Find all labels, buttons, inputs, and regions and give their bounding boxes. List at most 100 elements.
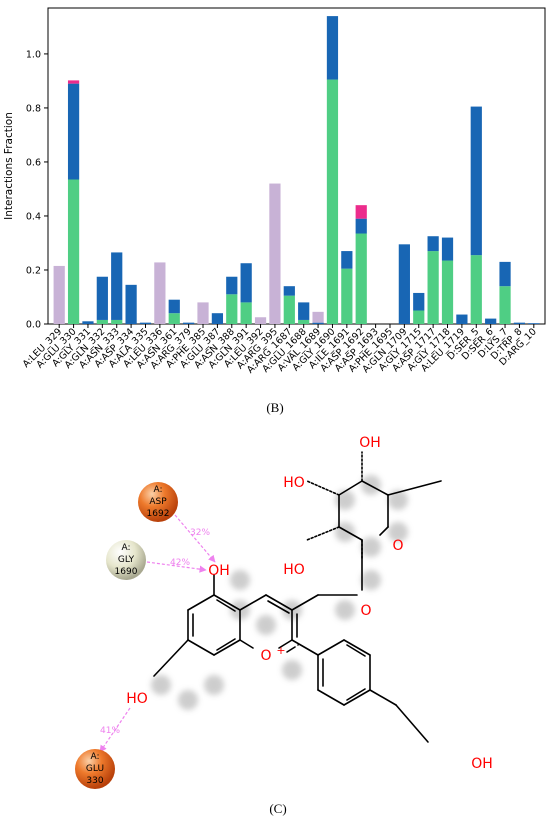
atom-o-glycosidic: O: [360, 603, 371, 619]
y-tick-label: 0.4: [26, 211, 41, 222]
bar-hydrophobic-5: [125, 284, 137, 324]
bar-hydrophobic-33: [528, 323, 540, 324]
y-tick-label: 0.8: [26, 103, 41, 114]
residue-sphere-glu330: [75, 749, 115, 789]
bar-h-bonds-29: [470, 255, 482, 324]
atom-o-plus-charge: +: [276, 644, 285, 657]
interactions-bar-chart: 0.0 0.2 0.4 0.6 0.8 1.0 A:LEU_329A:GLU_330A:G…: [3, 7, 546, 376]
atom-o-ring: O: [392, 538, 403, 554]
bar-hydrophobic-16: [283, 286, 295, 296]
bar-hydrophobic-3: [96, 276, 108, 320]
percent-glu330: 41%: [100, 726, 120, 736]
bar-hydrophobic-1: [67, 83, 80, 180]
bar-h-bonds-20: [341, 268, 353, 324]
bar-hydrophobic-26: [427, 236, 439, 252]
residue-chain: A:: [121, 543, 130, 553]
bar-hydrophobic-13: [240, 263, 252, 303]
bar-h-bonds-16: [283, 295, 295, 324]
residue-number: 1692: [147, 509, 170, 519]
bar-h-bonds-21: [355, 233, 367, 324]
panel-c-label: (C): [269, 801, 286, 816]
bar-h-bonds-25: [413, 310, 425, 324]
atom-ho-sugar-bottom: HO: [283, 562, 305, 578]
atom-oh-phenol: OH: [471, 756, 493, 772]
bar-water-bridges-10: [197, 302, 209, 324]
percent-asp1692: 32%: [190, 528, 210, 538]
residue-chain: A:: [90, 752, 99, 762]
plot-frame: [47, 7, 546, 325]
atom-oh-c5: OH: [208, 563, 230, 579]
bar-hydrophobic-30: [485, 318, 497, 324]
bar-hydrophobic-17: [298, 302, 310, 320]
bar-hydrophobic-19: [326, 16, 339, 80]
bar-hydrophobic-11: [211, 313, 224, 324]
molecule-bonds: [153, 451, 442, 743]
bar-h-bonds-3: [96, 319, 108, 324]
residue-gly1690: A: GLY 1690: [106, 540, 146, 580]
bar-water-bridges-15: [269, 183, 281, 324]
bar-hydrophobic-24: [398, 244, 410, 324]
residue-asp1692: A: ASP 1692: [138, 482, 178, 522]
bar-water-bridges-14: [254, 317, 267, 324]
x-axis: A:LEU_329A:GLU_330A:GLY_331A:GLN_332A:AS…: [21, 324, 539, 376]
bar-hydrophobic-6: [139, 322, 152, 324]
bar-hydrophobic-31: [499, 261, 511, 287]
panel-b-label: (B): [266, 400, 283, 415]
bar-hydrophobic-9: [183, 322, 195, 324]
bar-h-bonds-1: [67, 179, 80, 324]
bar-hydrophobic-4: [111, 252, 123, 320]
y-tick-label: 0.6: [26, 157, 41, 168]
bar-hydrophobic-32: [513, 322, 526, 324]
bar-h-bonds-26: [427, 251, 439, 324]
y-tick-label: 1.0: [26, 49, 41, 60]
atom-o-plus: O: [260, 648, 271, 664]
bar-hydrophobic-12: [226, 276, 238, 295]
bar-ionic-1: [67, 80, 80, 84]
bar-ionic-21: [355, 205, 367, 219]
bar-series: [53, 16, 540, 324]
bar-hydrophobic-27: [441, 237, 454, 261]
bar-water-bridges-18: [312, 311, 324, 323]
bar-h-bonds-19: [326, 79, 339, 324]
atom-oh-sugar-top: OH: [359, 435, 381, 451]
bar-hydrophobic-2: [82, 321, 94, 324]
bar-hydrophobic-18: [312, 322, 324, 324]
residue-name: GLU: [86, 764, 104, 774]
atom-labels: OH HO HO O O OH HO O + OH: [126, 435, 493, 772]
atom-ho-c7: HO: [126, 691, 148, 707]
residue-number: 1690: [115, 567, 138, 577]
bar-water-bridges-0: [53, 265, 65, 324]
bar-h-bonds-27: [441, 260, 454, 324]
arrow-asp1692: [174, 514, 216, 563]
bar-h-bonds-13: [240, 302, 252, 324]
residue-number: 330: [86, 776, 103, 786]
residue-sphere-gly1690: [106, 540, 146, 580]
bar-hydrophobic-20: [341, 251, 353, 269]
y-tick-label: 0.2: [26, 265, 41, 276]
bar-h-bonds-17: [298, 319, 310, 324]
arrow-glu330: [99, 707, 131, 753]
residue-chain: A:: [153, 485, 162, 495]
bar-h-bonds-4: [111, 319, 123, 324]
y-axis: 0.0 0.2 0.4 0.6 0.8 1.0: [26, 49, 48, 331]
atom-ho-sugar-left: HO: [283, 475, 305, 491]
percent-gly1690: 42%: [170, 558, 190, 568]
bar-water-bridges-7: [154, 262, 166, 324]
bar-hydrophobic-25: [413, 292, 425, 311]
interaction-arrows: [99, 514, 216, 753]
bar-h-bonds-12: [226, 294, 238, 324]
bar-h-bonds-31: [499, 286, 511, 324]
bar-h-bonds-8: [168, 313, 180, 324]
residue-name: GLY: [118, 555, 135, 565]
residue-glu330: A: GLU 330: [75, 749, 115, 789]
y-axis-label: Interactions Fraction: [3, 112, 15, 220]
bar-hydrophobic-28: [456, 314, 468, 324]
residue-sphere-asp1692: [138, 482, 178, 522]
bar-hydrophobic-29: [470, 106, 482, 256]
y-tick-label: 0.0: [26, 320, 41, 331]
bar-hydrophobic-8: [168, 299, 180, 314]
bar-hydrophobic-21: [355, 218, 367, 234]
residue-name: ASP: [149, 497, 167, 507]
ligand-interaction-diagram: OH HO HO O O OH HO O + OH 32% 42% 41% A:…: [75, 435, 493, 789]
